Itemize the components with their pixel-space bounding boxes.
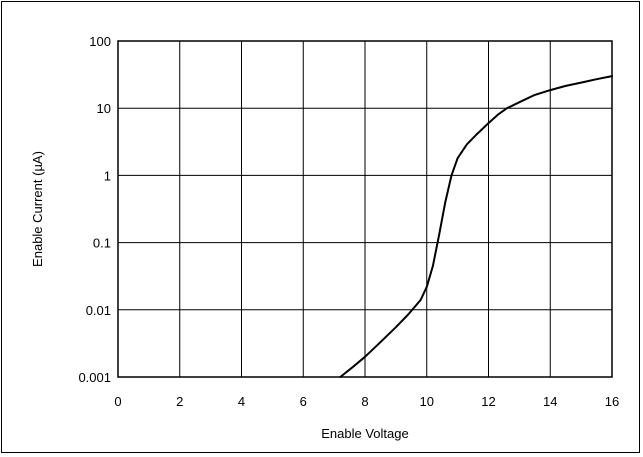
data-layer [339, 75, 613, 378]
x-tick-label: 2 [176, 394, 183, 409]
x-tick-label: 8 [361, 394, 368, 409]
series-line [339, 75, 613, 378]
x-tick-label: 12 [481, 394, 495, 409]
x-tick-label: 4 [238, 394, 245, 409]
x-tick-label: 6 [300, 394, 307, 409]
y-tick-labels: 0.001 0.01 0.1 1 10 100 [78, 34, 111, 385]
y-tick-label: 10 [97, 101, 111, 116]
x-tick-label: 10 [420, 394, 434, 409]
x-tick-labels: 0 2 4 6 8 10 12 14 16 [114, 394, 619, 409]
y-axis-label: Enable Current (µA) [30, 151, 45, 267]
x-tick-label: 0 [114, 394, 121, 409]
grid [117, 40, 613, 378]
x-axis-label: Enable Voltage [321, 426, 408, 441]
x-tick-label: 16 [605, 394, 619, 409]
y-tick-label: 100 [89, 34, 111, 49]
y-tick-label: 0.01 [86, 303, 111, 318]
x-tick-label: 14 [543, 394, 557, 409]
y-tick-label: 1 [104, 168, 111, 183]
y-tick-label: 0.001 [78, 370, 111, 385]
plot-area-border [117, 40, 613, 378]
y-tick-label: 0.1 [93, 236, 111, 251]
